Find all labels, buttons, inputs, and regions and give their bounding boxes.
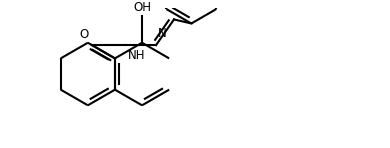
Text: O: O xyxy=(79,28,89,41)
Text: NH: NH xyxy=(128,49,145,62)
Text: N: N xyxy=(158,27,167,40)
Text: OH: OH xyxy=(133,1,151,14)
